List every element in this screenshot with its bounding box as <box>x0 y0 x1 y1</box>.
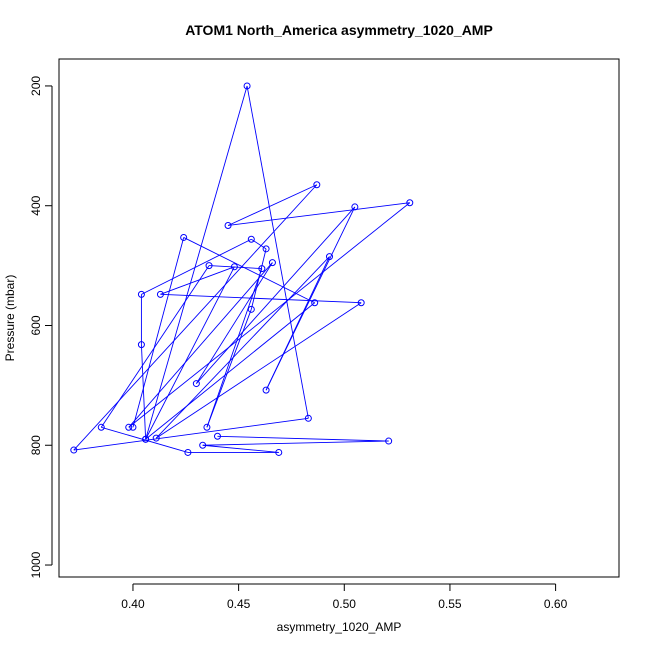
series-line-segment <box>160 266 235 295</box>
series-line-segment <box>209 265 262 270</box>
series-line-segment <box>132 237 185 428</box>
series-line-segment <box>128 202 411 428</box>
data-point <box>184 448 192 456</box>
x-tick-label: 0.40 <box>121 597 145 611</box>
y-tick-label: 800 <box>29 435 43 455</box>
chart-title: ATOM1 North_America asymmetry_1020_AMP <box>185 22 493 38</box>
series-line-segment <box>145 266 235 440</box>
x-tick-label: 0.50 <box>333 597 357 611</box>
data-point <box>192 380 200 388</box>
data-point <box>70 446 78 454</box>
data-point <box>313 181 321 189</box>
series-line-segment <box>202 444 279 453</box>
series-line-segment <box>246 85 309 419</box>
series-line-segment <box>217 435 389 442</box>
data-point <box>203 423 211 431</box>
data-point <box>199 441 207 449</box>
data-point <box>385 437 393 445</box>
data-point <box>213 432 221 440</box>
data-point <box>357 299 365 307</box>
series-line-segment <box>73 184 318 451</box>
data-point <box>268 259 276 267</box>
x-axis: 0.40 0.45 0.50 0.55 0.60 <box>121 583 568 611</box>
data-point <box>406 199 414 207</box>
x-axis-label: asymmetry_1020_AMP <box>277 620 402 634</box>
y-tick-label: 1000 <box>29 551 43 578</box>
series-line-segment <box>100 265 210 428</box>
series-line-segment <box>265 256 330 391</box>
data-point <box>205 262 213 270</box>
x-tick-label: 0.60 <box>544 597 568 611</box>
data-point <box>137 341 145 349</box>
data-point <box>275 448 283 456</box>
data-point <box>129 423 137 431</box>
series-line-segment <box>206 309 252 428</box>
x-tick-label: 0.55 <box>438 597 462 611</box>
data-point <box>311 299 319 307</box>
series-line-segment <box>155 256 330 439</box>
plot-clip <box>70 82 414 456</box>
data-point <box>97 423 105 431</box>
data-point <box>304 414 312 422</box>
series-line-segment <box>140 344 147 440</box>
data-point <box>152 434 160 442</box>
y-axis-label: Pressure (mbar) <box>3 275 17 362</box>
series-line-segment <box>206 268 263 428</box>
data-point <box>325 253 333 261</box>
data-point <box>180 233 188 241</box>
y-tick-label: 600 <box>29 315 43 335</box>
y-tick-label: 200 <box>29 76 43 96</box>
data-point <box>262 386 270 394</box>
series-line-segment <box>101 426 189 453</box>
series-line-segment <box>73 417 309 451</box>
series-line-segment <box>160 293 362 304</box>
data-point <box>247 305 255 313</box>
data-point <box>247 235 255 243</box>
series-line-segment <box>155 302 362 439</box>
plot-layer <box>70 82 414 456</box>
data-point <box>137 290 145 298</box>
data-point <box>224 221 232 229</box>
data-point <box>262 245 270 253</box>
plot-area-frame <box>58 58 620 578</box>
y-axis: 200 400 600 800 1000 <box>29 76 53 578</box>
series-line-segment <box>195 262 273 384</box>
series-line-segment <box>196 206 356 384</box>
data-point <box>156 290 164 298</box>
series-line-segment <box>227 184 317 226</box>
series-line-segment <box>145 302 315 440</box>
data-point <box>258 265 266 273</box>
series-line-segment <box>228 202 410 226</box>
x-tick-label: 0.45 <box>227 597 251 611</box>
data-point <box>230 263 238 271</box>
data-point <box>351 203 359 211</box>
series-line-segment <box>145 85 248 440</box>
data-point <box>243 82 251 90</box>
data-point <box>125 423 133 431</box>
series-line-segment <box>183 237 315 304</box>
series-line-segment <box>202 440 389 446</box>
series-line-segment <box>141 238 252 295</box>
y-tick-label: 400 <box>29 195 43 215</box>
series-line-segment <box>128 262 273 428</box>
data-point <box>142 435 150 443</box>
